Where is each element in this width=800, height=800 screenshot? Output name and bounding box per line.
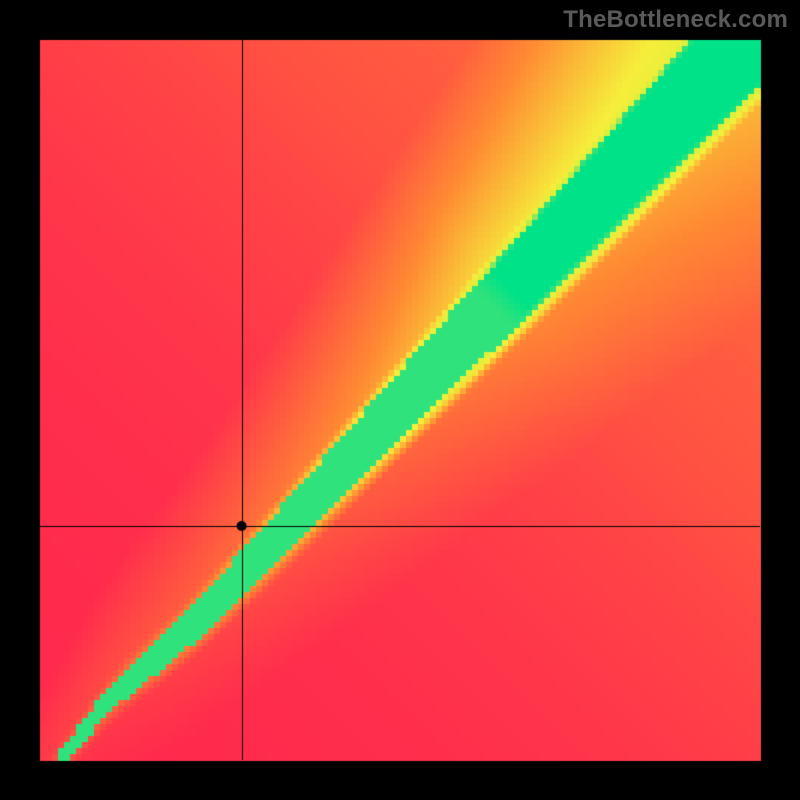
heatmap-canvas [0,0,800,800]
watermark-text: TheBottleneck.com [563,6,788,34]
chart-stage: TheBottleneck.com [0,0,800,800]
